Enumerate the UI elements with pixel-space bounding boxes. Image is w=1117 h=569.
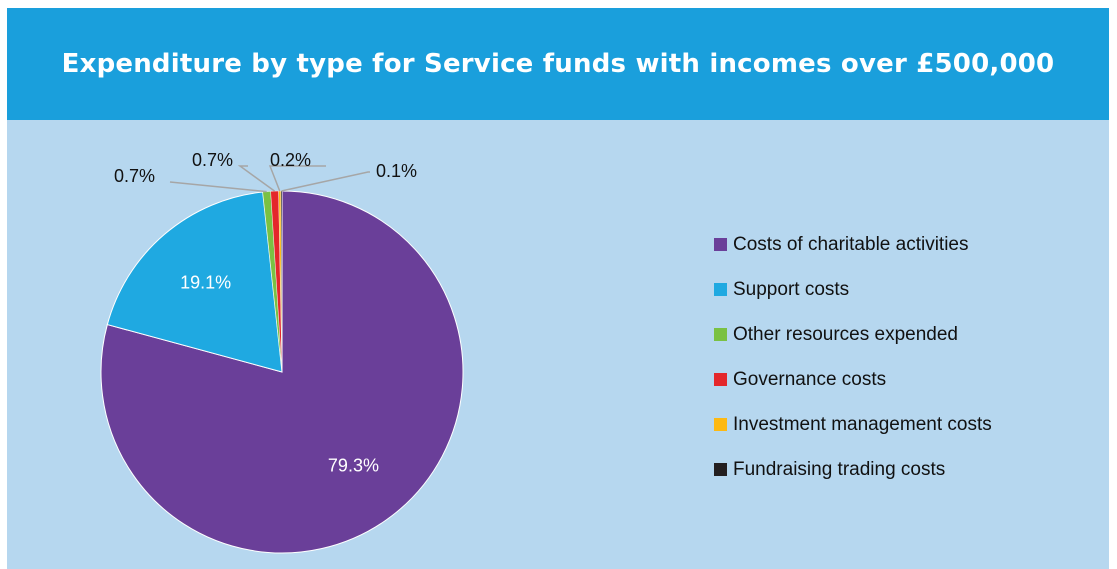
legend-item-other-resources-expended: Other resources expended <box>714 312 992 357</box>
legend-item-investment-management-costs: Investment management costs <box>714 402 992 447</box>
legend-label: Fundraising trading costs <box>733 458 946 480</box>
data-label-support-costs: 19.1% <box>180 272 231 292</box>
legend-item-fundraising-trading-costs: Fundraising trading costs <box>714 447 992 492</box>
legend-label: Other resources expended <box>733 323 958 345</box>
data-label-other-resources-expended: 0.7% <box>114 166 155 186</box>
legend-label: Support costs <box>733 278 850 300</box>
data-label-costs-of-charitable-activities: 79.3% <box>328 455 379 475</box>
legend-swatch <box>714 418 727 431</box>
data-label-investment-management-costs: 0.2% <box>270 150 311 170</box>
legend-swatch <box>714 463 727 476</box>
data-label-governance-costs: 0.7% <box>192 150 233 170</box>
legend-item-governance-costs: Governance costs <box>714 357 992 402</box>
legend-label: Governance costs <box>733 368 887 390</box>
legend-swatch <box>714 283 727 296</box>
leader-line-fundraising-trading-costs <box>281 171 370 192</box>
leader-line-other-resources-expended <box>169 181 267 193</box>
legend-label: Investment management costs <box>733 413 992 435</box>
legend-item-costs-of-charitable-activities: Costs of charitable activities <box>714 222 992 267</box>
chart-legend: Costs of charitable activities Support c… <box>714 222 992 492</box>
data-label-fundraising-trading-costs: 0.1% <box>376 161 417 181</box>
legend-label: Costs of charitable activities <box>733 233 969 255</box>
pie-slice-support-costs <box>106 191 283 373</box>
legend-swatch <box>714 238 727 251</box>
legend-swatch <box>714 328 727 341</box>
legend-item-support-costs: Support costs <box>714 267 992 312</box>
chart-title: Expenditure by type for Service funds wi… <box>61 49 1055 79</box>
legend-swatch <box>714 373 727 386</box>
chart-header: Expenditure by type for Service funds wi… <box>7 8 1109 120</box>
leader-line-investment-management-costs <box>268 165 326 192</box>
leader-line-governance-costs <box>237 165 276 192</box>
